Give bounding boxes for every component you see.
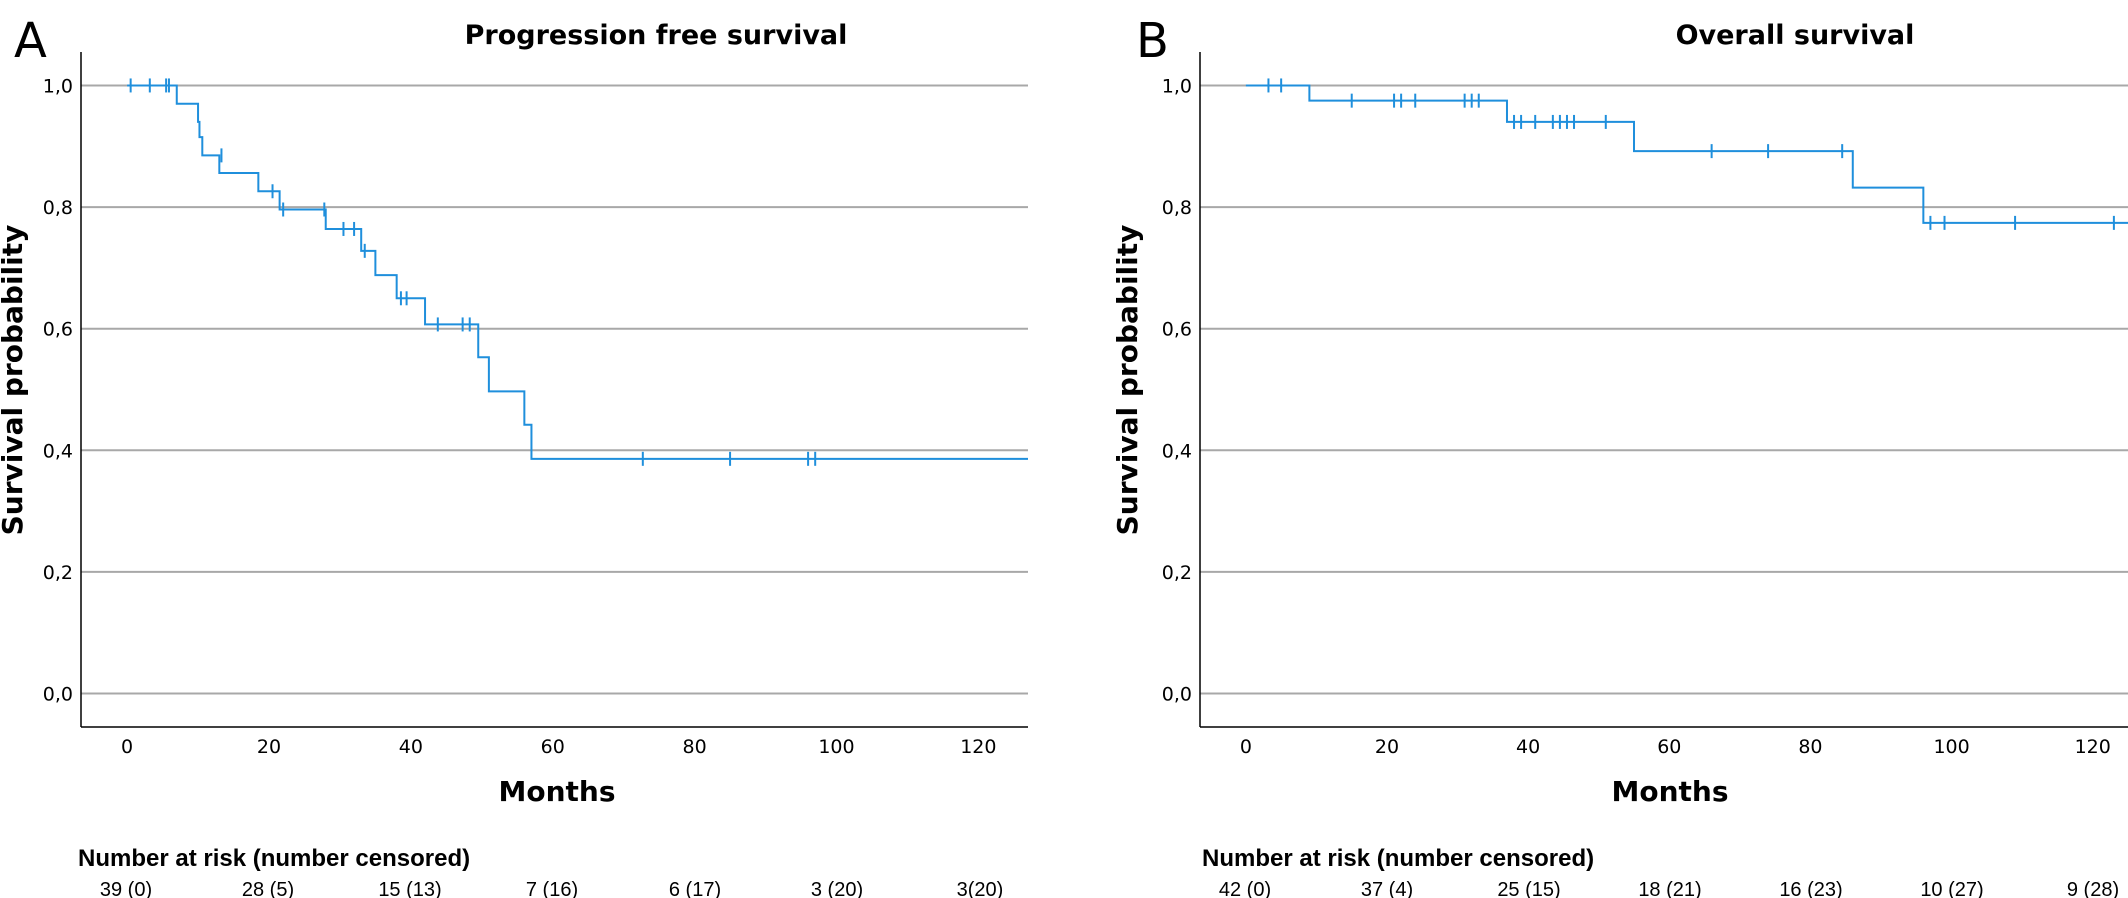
panel-a-y-tick-label: 0,6 — [43, 319, 73, 341]
panel-b-x-tick-label: 80 — [1798, 736, 1822, 758]
panel-b-risk-value: 37 (4) — [1361, 879, 1413, 898]
panel-a-x-tick-label: 40 — [399, 736, 423, 758]
panel-a-curve — [127, 78, 1028, 466]
panel-a-tick-labels: 0,0 0,2 0,4 0,6 0,8 1,0 0 20 40 60 80 100 120 — [43, 75, 997, 758]
panel-b-y-tick-label: 0,6 — [1162, 319, 1192, 341]
panel-b-x-tick-label: 40 — [1516, 736, 1540, 758]
panel-a-x-tick-label: 120 — [960, 736, 996, 758]
panel-a-risk-value: 3 (20) — [811, 879, 863, 898]
panel-a-y-tick-label: 0,0 — [43, 684, 73, 706]
panel-a-risk-value: 28 (5) — [242, 879, 294, 898]
panel-a-survival-line — [127, 84, 1028, 460]
panel-b-risk-value: 18 (21) — [1638, 879, 1701, 898]
panel-b-x-tick-label: 0 — [1240, 736, 1252, 758]
panel-b-gridlines — [1200, 84, 2128, 695]
panel-b-x-tick-label: 60 — [1657, 736, 1681, 758]
panel-a-y-tick-label: 0,4 — [43, 440, 73, 462]
panel-a-risk-value: 3(20) — [957, 879, 1004, 898]
panel-a-letter: A — [14, 13, 47, 69]
panel-b-y-tick-label: 1,0 — [1162, 75, 1192, 97]
panel-b-risk-value: 9 (28) — [2067, 879, 2119, 898]
panel-b-y-tick-label: 0,4 — [1162, 440, 1192, 462]
panel-b-letter: B — [1136, 13, 1169, 69]
panel-a-risk-value: 39 (0) — [100, 879, 152, 898]
panel-b-x-tick-label: 120 — [2075, 736, 2111, 758]
panel-a-title: Progression free survival — [465, 20, 848, 51]
panel-a-y-tick-label: 0,8 — [43, 197, 73, 219]
panel-b-y-tick-label: 0,8 — [1162, 197, 1192, 219]
panel-a: A Progression free survival Survival pro… — [0, 13, 1028, 898]
panel-b-x-tick-label: 20 — [1375, 736, 1399, 758]
panel-a-x-tick-label: 60 — [541, 736, 565, 758]
panel-b-y-tick-label: 0,2 — [1162, 562, 1192, 584]
panel-a-risk-value: 15 (13) — [378, 879, 441, 898]
panel-a-x-axis-label: Months — [498, 775, 615, 808]
panel-b-y-tick-label: 0,0 — [1162, 684, 1192, 706]
panel-a-risk-table: 39 (0) 28 (5) 15 (13) 7 (16) 6 (17) 3 (20) 3(2… — [100, 879, 1003, 898]
panel-a-risk-table-title: Number at risk (number censored) — [78, 845, 470, 872]
panel-a-risk-value: 7 (16) — [526, 879, 578, 898]
panel-a-y-axis-label: Survival probability — [0, 225, 29, 536]
panel-b: B Overall survival Survival probability … — [1111, 13, 2128, 898]
panel-b-x-tick-label: 100 — [1933, 736, 1969, 758]
panel-b-risk-value: 42 (0) — [1219, 879, 1271, 898]
panel-b-axes — [1199, 52, 2128, 728]
panel-a-gridlines — [81, 84, 1028, 695]
panel-b-title: Overall survival — [1676, 20, 1915, 51]
panel-b-x-axis-label: Months — [1611, 775, 1728, 808]
panel-a-axes — [80, 52, 1028, 728]
panel-a-x-tick-label: 80 — [683, 736, 707, 758]
panel-a-y-tick-label: 1,0 — [43, 75, 73, 97]
panel-a-x-tick-label: 0 — [121, 736, 133, 758]
panel-a-x-tick-label: 20 — [257, 736, 281, 758]
panel-a-risk-value: 6 (17) — [669, 879, 721, 898]
panel-b-curve — [1245, 78, 2128, 230]
panel-b-risk-table: 42 (0) 37 (4) 25 (15) 18 (21) 16 (23) 10 (27)… — [1219, 879, 2119, 898]
panel-b-y-axis-label: Survival probability — [1111, 225, 1144, 536]
panel-a-y-tick-label: 0,2 — [43, 562, 73, 584]
panel-b-risk-table-title: Number at risk (number censored) — [1202, 845, 1594, 872]
panel-b-risk-value: 16 (23) — [1779, 879, 1842, 898]
panel-a-x-tick-label: 100 — [818, 736, 854, 758]
panel-b-risk-value: 10 (27) — [1920, 879, 1983, 898]
panel-b-survival-line — [1245, 84, 2128, 224]
panel-b-risk-value: 25 (15) — [1497, 879, 1560, 898]
panel-b-tick-labels: 0,0 0,2 0,4 0,6 0,8 1,0 0 20 40 60 80 100 120 — [1162, 75, 2111, 758]
